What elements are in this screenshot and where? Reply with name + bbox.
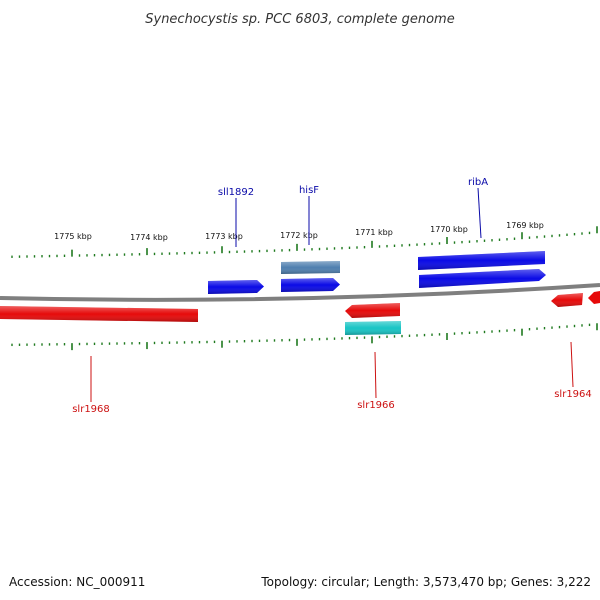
gene-label-slr1966[interactable]: slr1966 xyxy=(357,400,395,411)
gene-slr1966-lower[interactable] xyxy=(345,321,401,335)
scale-label: 1774 kbp xyxy=(130,233,168,242)
genome-summary-text: Topology: circular; Length: 3,573,470 bp… xyxy=(260,575,591,589)
gene-arrow[interactable] xyxy=(588,291,600,304)
scale-label: 1772 kbp xyxy=(280,231,318,240)
label-leader xyxy=(374,351,377,399)
gene-slr1964[interactable] xyxy=(551,293,583,307)
scale-label: 1773 kbp xyxy=(205,232,243,241)
scale-label: 1771 kbp xyxy=(355,228,393,237)
label-leader xyxy=(570,341,574,388)
scale-label: 1769 kbp xyxy=(506,221,544,230)
reverse-genes xyxy=(0,291,600,335)
gene-label-sll1892[interactable]: sll1892 xyxy=(218,187,254,198)
gene-slr1968[interactable] xyxy=(0,306,198,322)
gene-slr1966[interactable] xyxy=(345,303,400,318)
gene-labels: sll1892 hisF ribA slr1968 slr1966 slr196… xyxy=(72,177,592,415)
reverse-tick-track xyxy=(11,323,598,351)
gene-label-hisF[interactable]: hisF xyxy=(299,185,319,196)
gene-partial-right[interactable] xyxy=(588,291,600,304)
accession-text: Accession: NC_000911 xyxy=(9,575,145,589)
gene-sll1892[interactable] xyxy=(208,280,264,294)
gene-label-slr1968[interactable]: slr1968 xyxy=(72,404,110,415)
label-leader xyxy=(477,187,482,239)
map-title: Synechocystis sp. PCC 6803, complete gen… xyxy=(145,12,454,27)
gene-label-ribA[interactable]: ribA xyxy=(468,177,488,188)
gene-ribA-lower[interactable] xyxy=(419,269,546,288)
scale-label: 1770 kbp xyxy=(430,225,468,234)
gene-hisF[interactable] xyxy=(281,278,340,292)
genome-backbone xyxy=(0,283,600,302)
forward-tick-track xyxy=(11,226,598,258)
scale-labels: 1775 kbp 1774 kbp 1773 kbp 1772 kbp 1771… xyxy=(54,221,544,242)
forward-genes xyxy=(208,251,546,294)
gene-label-slr1964[interactable]: slr1964 xyxy=(554,389,592,400)
scale-label: 1775 kbp xyxy=(54,232,92,241)
gene-hisF-upper[interactable] xyxy=(281,261,340,274)
gene-ribA[interactable] xyxy=(418,251,545,270)
